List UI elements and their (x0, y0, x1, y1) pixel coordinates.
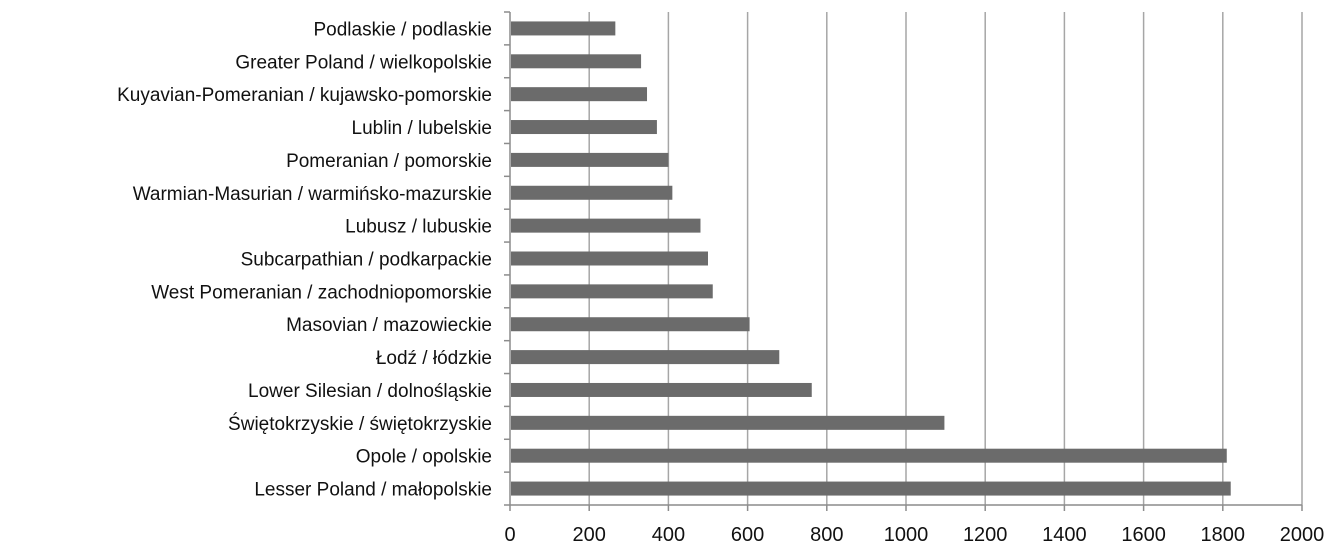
x-tick-label: 1800 (1201, 524, 1246, 546)
bars (511, 21, 1231, 496)
tick-labels: 0 200 400 600 800 1000 1200 1400 1600 1800 2000 (504, 524, 1324, 546)
category-labels: Lesser Poland / małopolskie Opole / opols… (117, 19, 492, 500)
bar (511, 448, 1227, 463)
x-tick-label: 0 (504, 524, 515, 546)
category-label: Opole / opolskie (356, 447, 492, 468)
category-label: Kuyavian-Pomeranian / kujawsko-pomorskie (117, 85, 492, 106)
x-tick-label: 1000 (884, 524, 929, 546)
bar (511, 317, 750, 332)
category-label: Łodź / łódzkie (376, 348, 492, 369)
x-tick-label: 1600 (1121, 524, 1166, 546)
category-label: Lower Silesian / dolnośląskie (248, 381, 492, 402)
bar (511, 284, 713, 299)
bar (511, 54, 642, 69)
bar (511, 415, 945, 430)
x-tick-label: 400 (652, 524, 685, 546)
category-label: Lubusz / lubuskie (345, 217, 492, 238)
x-tick-label: 1200 (963, 524, 1008, 546)
grid-lines (588, 12, 1303, 505)
bar (511, 382, 812, 397)
category-label: Podlaskie / podlaskie (314, 19, 493, 40)
x-tick-label: 2000 (1280, 524, 1325, 546)
category-label: Masovian / mazowieckie (286, 315, 492, 336)
category-label: Pomeranian / pomorskie (286, 151, 492, 172)
category-label: West Pomeranian / zachodniopomorskie (151, 282, 492, 303)
category-label: Lesser Poland / małopolskie (254, 480, 492, 501)
x-tick-label: 200 (573, 524, 606, 546)
x-tick-label: 1400 (1042, 524, 1087, 546)
category-label: Świętokrzyskie / świętokrzyskie (228, 413, 492, 435)
category-label: Lublin / lubelskie (352, 118, 492, 139)
bar (511, 185, 673, 200)
category-label: Subcarpathian / podkarpackie (241, 250, 492, 271)
bar (511, 21, 616, 36)
category-label: Warmian-Masurian / warmińsko-mazurskie (133, 184, 492, 205)
bar (511, 152, 669, 167)
x-tick-label: 600 (731, 524, 764, 546)
axes (504, 11, 1303, 511)
bar (511, 218, 701, 233)
bar (511, 87, 648, 102)
bar (511, 120, 657, 135)
bar (511, 350, 780, 365)
x-tick-label: 800 (810, 524, 843, 546)
bar (511, 251, 708, 266)
bar (511, 481, 1231, 496)
category-label: Greater Poland / wielkopolskie (235, 52, 492, 73)
